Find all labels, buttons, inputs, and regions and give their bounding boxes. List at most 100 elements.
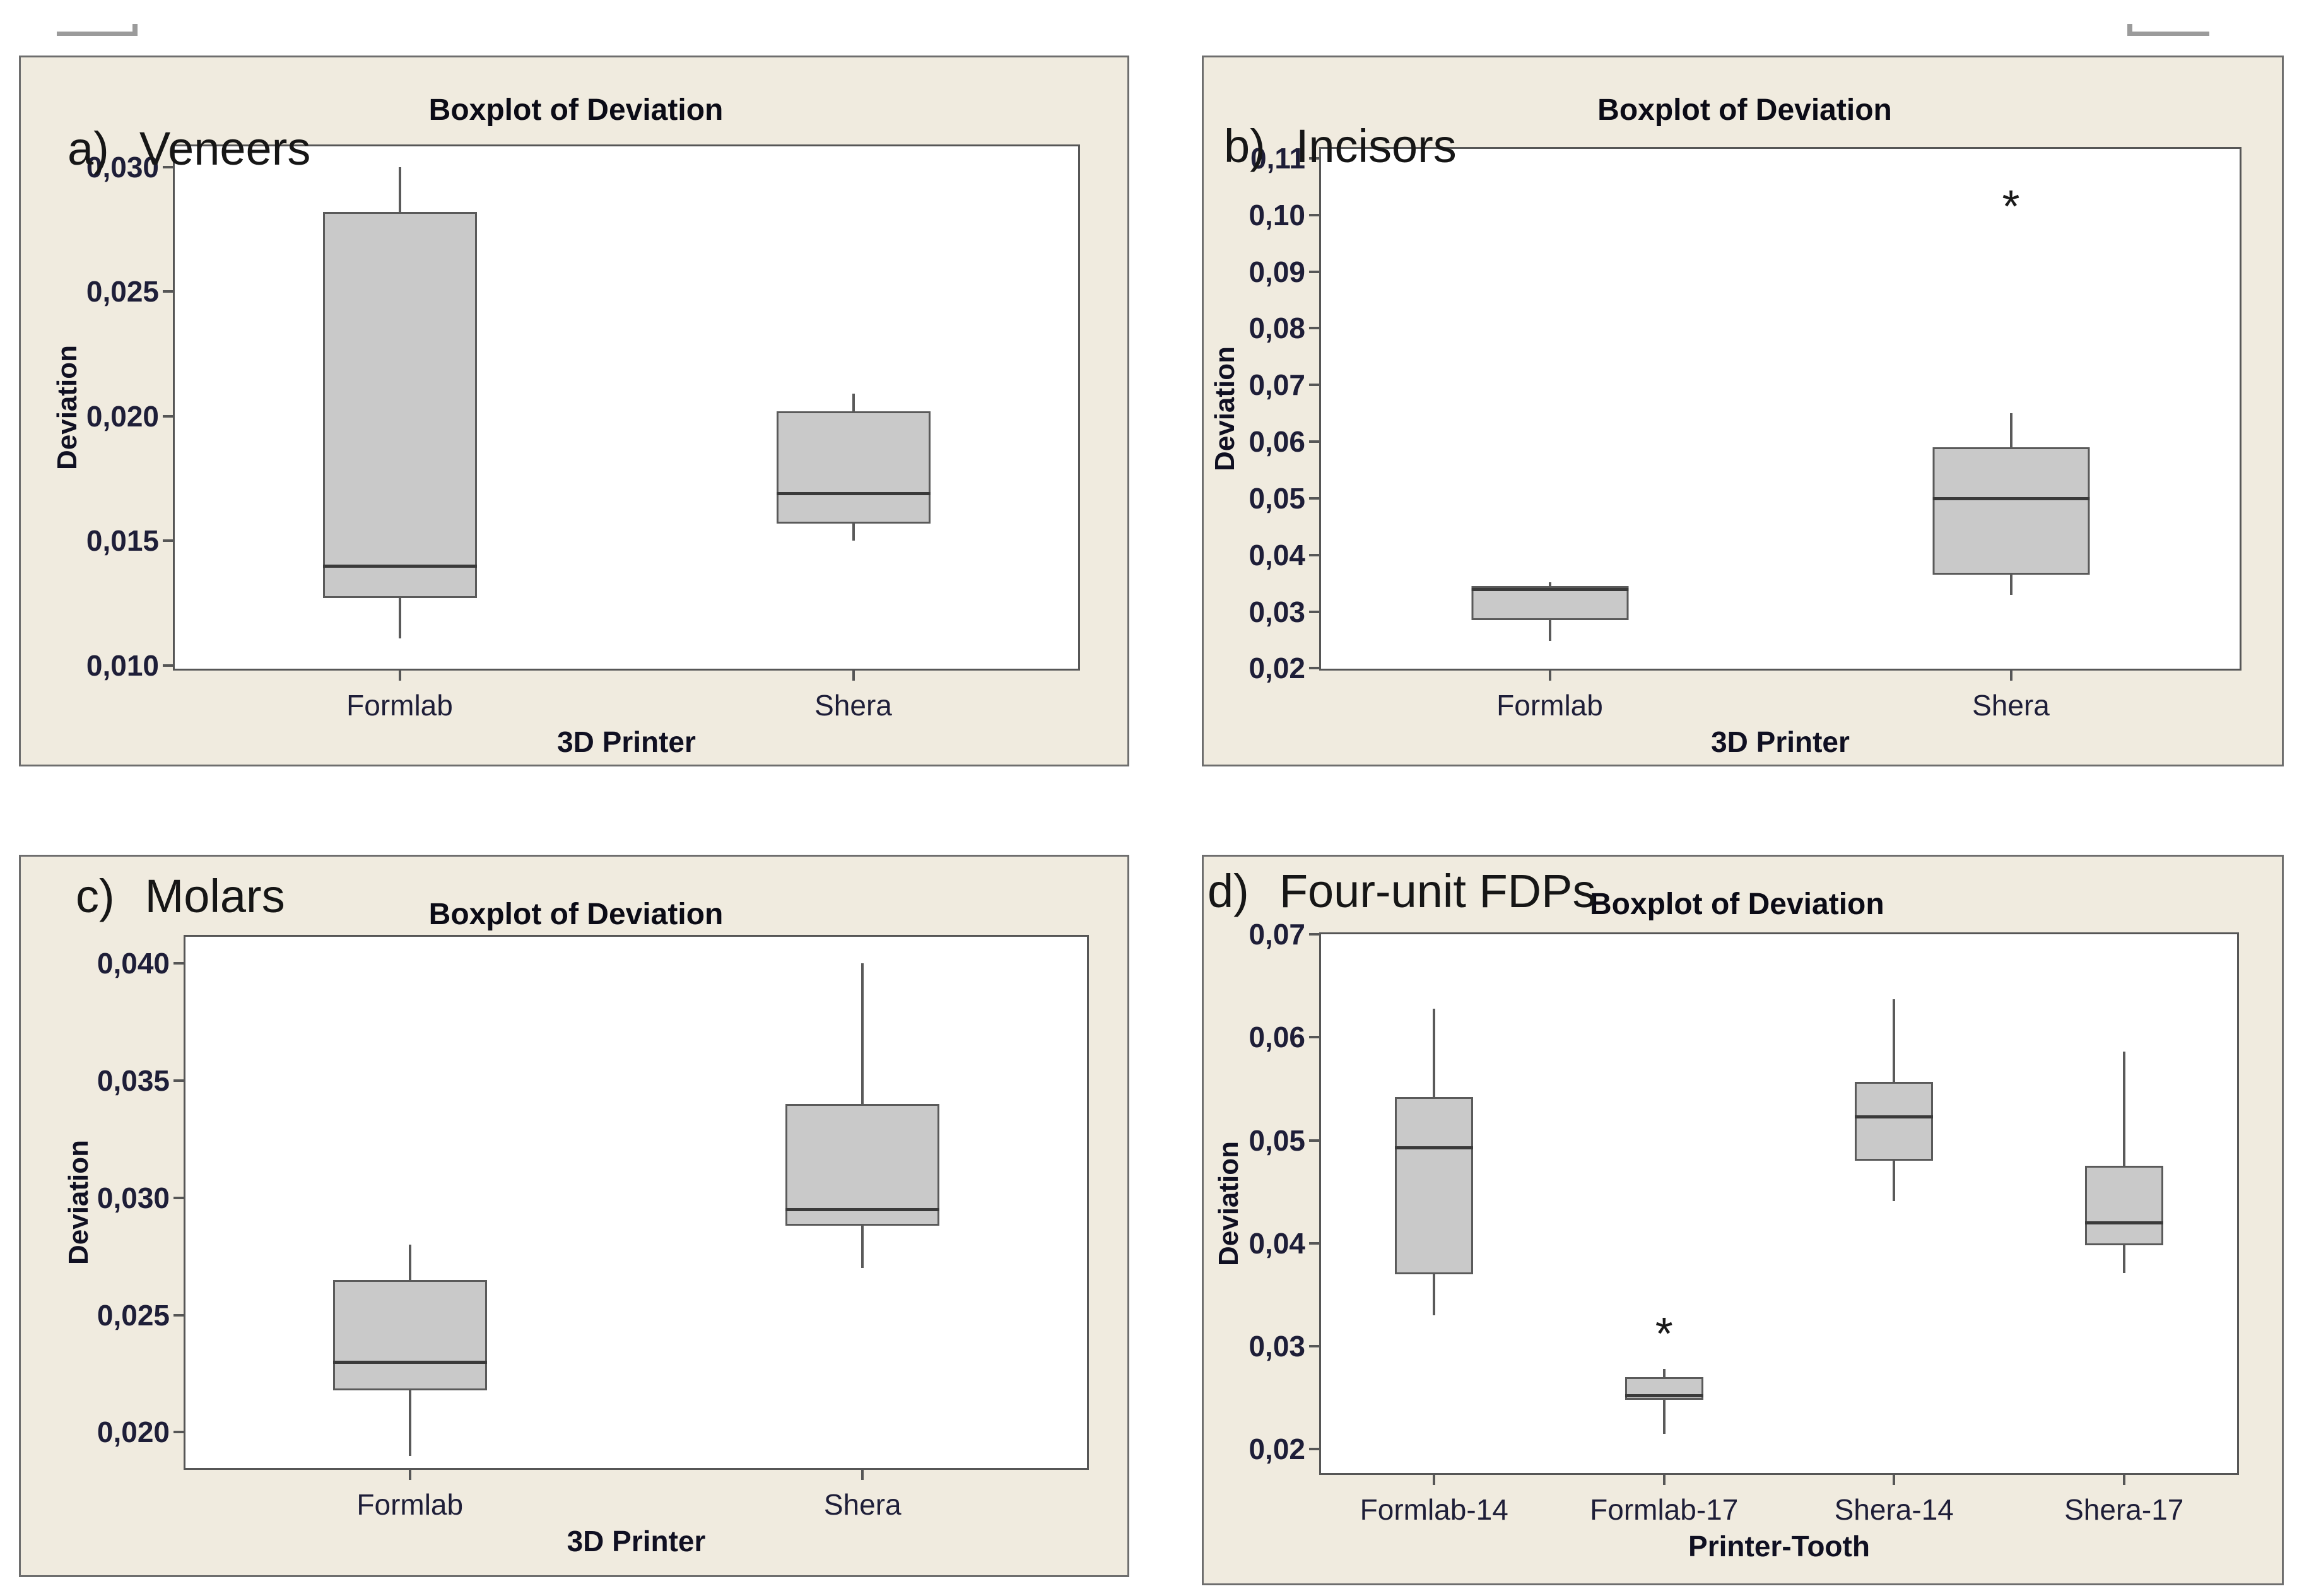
whisker-lower-shera [852, 523, 855, 541]
y-tick-mark [1309, 667, 1319, 670]
median-line-shera [776, 492, 931, 496]
chart-title: Boxplot of Deviation [428, 93, 724, 127]
x-axis-label: Printer-Tooth [1688, 1530, 1870, 1563]
y-tick-mark [1309, 1448, 1319, 1451]
y-tick-label-0,04: 0,04 [1249, 538, 1305, 572]
whisker-upper-shera [2009, 413, 2012, 448]
whisker-lower-formlab [398, 598, 401, 638]
median-line-formlab [1471, 587, 1628, 591]
y-tick-label-0,020: 0,020 [86, 399, 159, 433]
box-formlab [332, 1279, 487, 1390]
box-shera-17 [2084, 1166, 2163, 1246]
y-tick-label-0,08: 0,08 [1249, 312, 1305, 345]
crop-artifact-line-left-nub [132, 24, 138, 33]
y-tick-label-0,06: 0,06 [1249, 1021, 1305, 1054]
y-tick-mark [163, 664, 173, 667]
y-tick-label-0,10: 0,10 [1249, 198, 1305, 232]
y-tick-label-0,015: 0,015 [86, 524, 159, 558]
y-tick-label-0,010: 0,010 [86, 649, 159, 683]
crop-artifact-line-right [2127, 32, 2209, 36]
x-category-label-formlab: Formlab [1496, 689, 1603, 722]
whisker-lower-formlab [408, 1390, 411, 1456]
x-axis-label: 3D Printer [567, 1525, 706, 1558]
y-tick-label-0,07: 0,07 [1249, 918, 1305, 951]
y-tick-mark [173, 1196, 184, 1199]
panel-letter-prefix: b) [1224, 120, 1266, 172]
x-tick-mark-formlab [408, 1470, 411, 1480]
x-axis-label: 3D Printer [557, 725, 696, 758]
y-tick-label-0,030: 0,030 [86, 150, 159, 184]
x-tick-mark-shera [861, 1470, 864, 1480]
box-formlab [322, 211, 477, 599]
chart-title: Boxplot of Deviation [1590, 888, 1884, 921]
outlier-star-shera: * [2002, 181, 2020, 232]
median-line-formlab-14 [1395, 1146, 1474, 1150]
box-shera-14 [1855, 1081, 1934, 1161]
median-line-shera [1932, 496, 2089, 500]
y-tick-mark [1309, 213, 1319, 216]
x-tick-mark-shera [2009, 671, 2012, 681]
y-tick-mark [163, 290, 173, 293]
panel-letter-label-c: c) Molars [76, 869, 285, 923]
chart-title: Boxplot of Deviation [1597, 93, 1892, 127]
x-tick-mark-shera-14 [1893, 1475, 1896, 1485]
y-tick-mark [163, 539, 173, 543]
whisker-lower-shera-14 [1893, 1161, 1896, 1201]
x-category-label-shera: Shera [823, 1488, 902, 1521]
panel-b: Boxplot of Deviation b) Incisors Deviatio… [1202, 56, 2284, 766]
x-category-label-shera: Shera [1972, 689, 2050, 722]
x-category-label-formlab-14: Formlab-14 [1360, 1493, 1508, 1526]
y-tick-mark [173, 1313, 184, 1317]
panel-a: Boxplot of Deviation a) Veneers Deviation… [19, 56, 1129, 766]
whisker-upper-formlab [408, 1244, 411, 1280]
y-tick-mark [1309, 933, 1319, 936]
panel-letter-text: Veneers [139, 122, 311, 175]
panel-letter-prefix: c) [76, 870, 115, 922]
y-tick-label-0,040: 0,040 [97, 946, 170, 980]
whisker-upper-formlab-14 [1433, 1008, 1436, 1098]
y-tick-label-0,07: 0,07 [1249, 368, 1305, 402]
x-tick-mark-formlab [398, 671, 401, 681]
panel-letter-text: Molars [144, 870, 285, 922]
panel-letter-text: Four-unit FDPs [1279, 865, 1596, 917]
whisker-lower-formlab-17 [1662, 1399, 1666, 1434]
whisker-upper-formlab [1548, 582, 1551, 587]
box-shera [1932, 447, 2089, 575]
box-shera [785, 1103, 940, 1226]
y-tick-label-0,04: 0,04 [1249, 1226, 1305, 1260]
y-tick-label-0,05: 0,05 [1249, 481, 1305, 515]
panel-c: Boxplot of Deviation c) Molars Deviation … [19, 855, 1129, 1577]
whisker-lower-formlab [1548, 620, 1551, 642]
panel-letter-label-b: b) Incisors [1224, 119, 1457, 173]
y-tick-mark [1309, 1139, 1319, 1142]
median-line-shera-14 [1855, 1115, 1934, 1119]
whisker-upper-shera-17 [2122, 1052, 2125, 1166]
outlier-star-formlab-17: * [1655, 1309, 1673, 1360]
x-tick-mark-shera [852, 671, 855, 681]
y-tick-label-0,06: 0,06 [1249, 425, 1305, 459]
x-category-label-shera: Shera [814, 689, 892, 722]
x-tick-mark-formlab [1548, 671, 1551, 681]
whisker-upper-formlab-17 [1662, 1368, 1666, 1377]
y-tick-mark [1309, 327, 1319, 330]
whisker-upper-formlab [398, 167, 401, 212]
y-tick-mark [1309, 496, 1319, 500]
y-tick-mark [173, 1431, 184, 1434]
x-tick-mark-formlab-14 [1433, 1475, 1436, 1485]
y-tick-label-0,025: 0,025 [97, 1298, 170, 1332]
y-tick-mark [173, 961, 184, 965]
box-formlab [1471, 586, 1628, 621]
x-category-label-shera-17: Shera-17 [2064, 1493, 2184, 1526]
panel-letter-text: Incisors [1295, 120, 1457, 172]
whisker-upper-shera-14 [1893, 999, 1896, 1082]
y-tick-label-0,020: 0,020 [97, 1416, 170, 1449]
whisker-upper-shera [861, 963, 864, 1104]
y-tick-mark [1309, 1241, 1319, 1245]
y-tick-label-0,02: 0,02 [1249, 652, 1305, 685]
y-tick-mark [1309, 553, 1319, 556]
y-tick-label-0,035: 0,035 [97, 1064, 170, 1097]
whisker-lower-shera-17 [2122, 1245, 2125, 1274]
x-category-label-shera-14: Shera-14 [1834, 1493, 1954, 1526]
y-tick-label-0,09: 0,09 [1249, 255, 1305, 288]
